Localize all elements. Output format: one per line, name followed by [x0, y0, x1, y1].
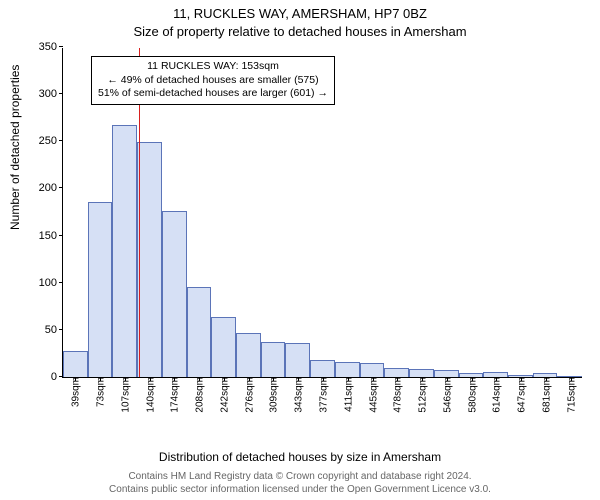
x-tick-label: 208sqm	[193, 377, 206, 413]
x-tick-label: 39sqm	[69, 377, 82, 407]
y-tick-mark	[59, 235, 63, 236]
histogram-bar	[409, 369, 434, 377]
x-tick-label: 546sqm	[440, 377, 453, 413]
chart-footer: Contains HM Land Registry data © Crown c…	[0, 471, 600, 496]
y-tick-label: 50	[27, 324, 63, 336]
x-tick-label: 647sqm	[515, 377, 528, 413]
annotation-line-3: 51% of semi-detached houses are larger (…	[98, 87, 328, 101]
histogram-bar	[63, 351, 88, 377]
x-tick-label: 580sqm	[465, 377, 478, 413]
annotation-line-1: 11 RUCKLES WAY: 153sqm	[98, 60, 328, 74]
histogram-bar	[236, 333, 261, 377]
x-tick-label: 411sqm	[341, 377, 354, 412]
y-tick-mark	[59, 93, 63, 94]
histogram-bar	[384, 368, 409, 377]
x-tick-label: 140sqm	[143, 377, 156, 413]
annotation-box: 11 RUCKLES WAY: 153sqm← 49% of detached …	[91, 56, 335, 105]
y-tick-mark	[59, 282, 63, 283]
x-tick-label: 478sqm	[391, 377, 404, 413]
histogram-bar	[162, 211, 187, 377]
y-tick-mark	[59, 46, 63, 47]
y-tick-label: 100	[27, 277, 63, 289]
x-tick-label: 377sqm	[317, 377, 330, 413]
histogram-bar	[187, 287, 212, 378]
x-tick-label: 174sqm	[168, 377, 181, 413]
chart-title: 11, RUCKLES WAY, AMERSHAM, HP7 0BZ	[0, 6, 600, 21]
x-tick-label: 445sqm	[366, 377, 379, 413]
histogram-bar	[88, 202, 113, 377]
y-tick-mark	[59, 140, 63, 141]
chart-container: 11, RUCKLES WAY, AMERSHAM, HP7 0BZ Size …	[0, 0, 600, 500]
y-tick-label: 150	[27, 230, 63, 242]
x-axis-label: Distribution of detached houses by size …	[0, 450, 600, 464]
y-axis-label: Number of detached properties	[8, 65, 22, 230]
histogram-bar	[112, 125, 137, 377]
histogram-bar	[310, 360, 335, 377]
x-tick-label: 715sqm	[564, 377, 577, 413]
plot-area: 05010015020025030035039sqm73sqm107sqm140…	[62, 48, 582, 378]
x-tick-label: 681sqm	[539, 377, 552, 413]
x-tick-label: 107sqm	[118, 377, 131, 413]
histogram-bar	[137, 142, 162, 377]
x-tick-label: 614sqm	[490, 377, 503, 413]
chart-subtitle: Size of property relative to detached ho…	[0, 24, 600, 39]
y-tick-mark	[59, 187, 63, 188]
annotation-line-2: ← 49% of detached houses are smaller (57…	[98, 74, 328, 88]
histogram-bar	[360, 363, 385, 377]
x-tick-label: 73sqm	[94, 377, 107, 407]
y-tick-label: 350	[27, 41, 63, 53]
histogram-bar	[211, 317, 236, 377]
histogram-bar	[434, 370, 459, 377]
x-tick-label: 242sqm	[217, 377, 230, 413]
y-tick-label: 200	[27, 182, 63, 194]
footer-line-2: Contains public sector information licen…	[0, 484, 600, 497]
histogram-bar	[285, 343, 310, 377]
y-tick-mark	[59, 376, 63, 377]
histogram-bar	[335, 362, 360, 377]
x-tick-label: 276sqm	[242, 377, 255, 413]
x-tick-label: 343sqm	[292, 377, 305, 413]
y-tick-label: 250	[27, 135, 63, 147]
histogram-bar	[261, 342, 286, 377]
x-tick-label: 309sqm	[267, 377, 280, 413]
y-tick-label: 300	[27, 88, 63, 100]
footer-line-1: Contains HM Land Registry data © Crown c…	[0, 471, 600, 484]
y-tick-label: 0	[27, 371, 63, 383]
y-tick-mark	[59, 329, 63, 330]
x-tick-label: 512sqm	[416, 377, 429, 413]
